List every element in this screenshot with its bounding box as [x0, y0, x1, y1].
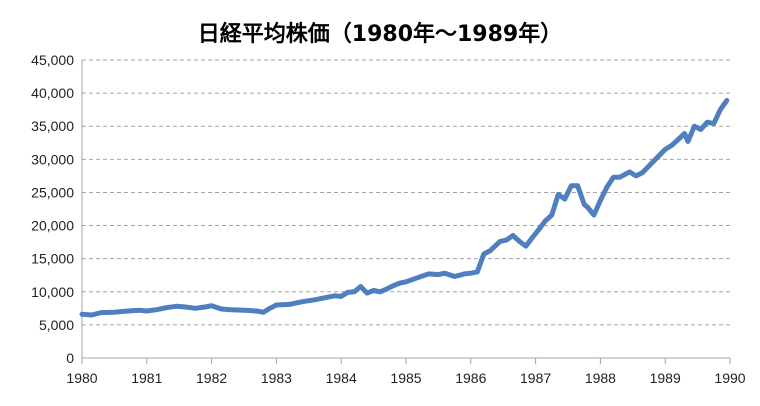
y-tick-label: 10,000 [31, 284, 74, 300]
y-tick-label: 30,000 [31, 151, 74, 167]
chart-title: 日経平均株価（1980年～1989年） [197, 22, 563, 47]
x-tick-label: 1984 [326, 370, 357, 386]
grid-lines [82, 59, 730, 326]
x-tick-label: 1982 [196, 370, 227, 386]
axes [81, 60, 731, 364]
x-tick-label: 1987 [520, 370, 551, 386]
series-line [79, 97, 730, 318]
y-tick-label: 0 [66, 350, 74, 366]
x-tick-label: 1986 [455, 370, 486, 386]
x-tick-label: 1981 [131, 370, 162, 386]
x-tick-label: 1988 [585, 370, 616, 386]
y-tick-label: 35,000 [31, 118, 74, 134]
y-tick-label: 40,000 [31, 85, 74, 101]
x-tick-label: 1985 [390, 370, 421, 386]
y-tick-label: 15,000 [31, 251, 74, 267]
x-tick-label: 1983 [261, 370, 292, 386]
tick-labels: 0 5,000 10,000 15,000 20,000 25,000 30,000 35,0… [31, 52, 746, 386]
x-tick-label: 1990 [714, 370, 745, 386]
x-tick-label: 1980 [66, 370, 97, 386]
series-layer [79, 97, 730, 318]
y-tick-label: 5,000 [39, 317, 74, 333]
x-tick-label: 1989 [650, 370, 681, 386]
y-tick-label: 25,000 [31, 184, 74, 200]
y-tick-label: 20,000 [31, 218, 74, 234]
y-tick-label: 45,000 [31, 52, 74, 68]
